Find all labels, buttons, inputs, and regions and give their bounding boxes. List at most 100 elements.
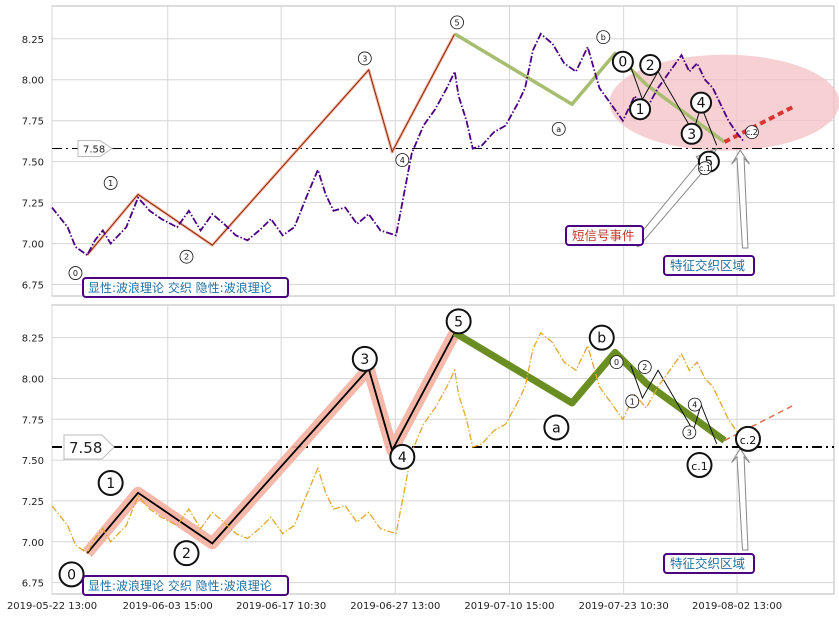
wave-label: 1 bbox=[108, 179, 113, 188]
wave-label: 1 bbox=[630, 397, 635, 406]
wave-label-circle bbox=[680, 122, 703, 145]
y-tick-label: 7.25 bbox=[22, 199, 44, 210]
wave-label-circle bbox=[639, 53, 662, 76]
wave-label-circle bbox=[179, 249, 194, 264]
reference-line-value: 7.58 bbox=[69, 439, 102, 457]
callout-arrow bbox=[731, 447, 750, 551]
wave-label-circle bbox=[687, 397, 702, 412]
wave-label-circle bbox=[551, 121, 566, 136]
wave-label: b bbox=[601, 33, 606, 42]
annotation-text: 特征交织区域 bbox=[670, 556, 745, 571]
wave-label: 0 bbox=[67, 567, 76, 583]
annotation-box bbox=[565, 225, 644, 246]
y-tick-label: 8.00 bbox=[22, 374, 44, 385]
wave-label: 0 bbox=[614, 358, 619, 367]
price-series-line bbox=[51, 331, 745, 555]
wave-label-circle bbox=[734, 425, 761, 452]
y-tick-label: 7.50 bbox=[22, 158, 44, 169]
wave-label-circle bbox=[173, 540, 200, 567]
wave-label-circle bbox=[611, 50, 634, 73]
annotation-box bbox=[663, 553, 755, 574]
wave-label-circle bbox=[543, 414, 570, 441]
wave-label: 2 bbox=[642, 363, 647, 372]
wave-label-circle bbox=[637, 360, 652, 374]
wave-label: c.2 bbox=[746, 128, 758, 137]
wave-label-circle bbox=[103, 176, 118, 190]
wave-label: 0 bbox=[618, 55, 627, 71]
x-tick-label: 2019-07-23 10:30 bbox=[579, 601, 669, 612]
wave-label-circle bbox=[629, 98, 652, 121]
wave-label-circle bbox=[698, 161, 712, 176]
wave-label: 4 bbox=[697, 96, 706, 112]
x-tick-label: 2019-05-22 13:00 bbox=[7, 601, 97, 612]
legend-box bbox=[82, 575, 289, 596]
wave-label-circle bbox=[97, 469, 124, 496]
x-tick-label: 2019-06-03 15:00 bbox=[123, 601, 213, 612]
reference-line-value: 7.58 bbox=[83, 145, 105, 156]
wave-label: b bbox=[597, 331, 606, 347]
wave-label-circle bbox=[351, 345, 378, 372]
y-tick-label: 7.50 bbox=[22, 456, 44, 467]
wave-label: a bbox=[552, 420, 561, 436]
legend-text: 显性:波浪理论 交织 隐性:波浪理论 bbox=[88, 578, 272, 593]
wave-label: c.1 bbox=[691, 460, 708, 473]
plot-area bbox=[51, 5, 835, 297]
wave-label: 4 bbox=[692, 401, 697, 410]
wave-label: 5 bbox=[455, 18, 460, 27]
wave-label-circle bbox=[690, 91, 713, 114]
wave-label: a bbox=[556, 125, 561, 134]
impulse-wave-line bbox=[86, 332, 456, 554]
annotation-box bbox=[663, 255, 755, 276]
y-tick-label: 7.00 bbox=[22, 538, 44, 549]
wave-label: 1 bbox=[636, 102, 645, 118]
callout-arrow bbox=[731, 149, 750, 249]
corrective-wave-line bbox=[452, 329, 727, 444]
wave-label-circle bbox=[596, 30, 611, 45]
sub-wave-line bbox=[630, 365, 718, 444]
y-tick-label: 7.75 bbox=[22, 415, 44, 426]
wave-label-circle bbox=[68, 266, 83, 280]
wave-label-circle bbox=[682, 425, 697, 440]
wave-label: 3 bbox=[360, 352, 369, 368]
highlight-ellipse bbox=[609, 54, 839, 151]
y-tick-label: 8.25 bbox=[22, 334, 44, 345]
wave-label: c.1 bbox=[699, 164, 711, 173]
wave-label: 1 bbox=[106, 476, 115, 492]
wave-label: 3 bbox=[687, 127, 696, 143]
wave-label: 0 bbox=[73, 269, 78, 278]
wave-label-circle bbox=[389, 443, 416, 470]
annotation-text: 特征交织区域 bbox=[670, 258, 745, 273]
x-tick-label: 2019-06-17 10:30 bbox=[236, 601, 326, 612]
reference-line-tag bbox=[63, 434, 115, 460]
y-tick-label: 7.00 bbox=[22, 240, 44, 251]
y-tick-label: 8.00 bbox=[22, 76, 44, 87]
corrective-wave-line bbox=[453, 32, 726, 144]
wave-label-circle bbox=[357, 51, 372, 66]
annotation-text: 短信号事件 bbox=[572, 228, 635, 243]
wave-label: 3 bbox=[362, 54, 367, 63]
wave-label: 3 bbox=[687, 428, 692, 437]
wave-label: 2 bbox=[646, 58, 655, 74]
wave-label: 4 bbox=[400, 156, 405, 165]
y-tick-label: 6.75 bbox=[22, 579, 44, 590]
wave-label-circle bbox=[450, 15, 464, 30]
wave-label-circle bbox=[58, 561, 85, 588]
x-tick-label: 2019-07-10 15:00 bbox=[464, 601, 554, 612]
reference-line-tag bbox=[77, 140, 113, 158]
legend-text: 显性:波浪理论 交织 隐性:波浪理论 bbox=[88, 280, 272, 295]
wave-label-circle bbox=[609, 355, 624, 370]
y-tick-label: 8.25 bbox=[22, 35, 44, 46]
wave-label: 4 bbox=[398, 450, 407, 466]
x-tick-label: 2019-06-27 13:00 bbox=[350, 601, 440, 612]
projection-line bbox=[723, 104, 796, 144]
x-tick-label: 2019-08-02 13:00 bbox=[692, 601, 782, 612]
y-tick-label: 7.25 bbox=[22, 497, 44, 508]
wave-label: 5 bbox=[454, 314, 463, 330]
wave-label: c.2 bbox=[740, 434, 757, 447]
wave-label-circle bbox=[744, 125, 759, 140]
y-tick-label: 7.75 bbox=[22, 117, 44, 128]
wave-label-circle bbox=[445, 308, 472, 335]
price-series-line bbox=[51, 32, 745, 257]
impulse-wave-line bbox=[86, 33, 456, 256]
wave-label-circle bbox=[588, 324, 615, 351]
